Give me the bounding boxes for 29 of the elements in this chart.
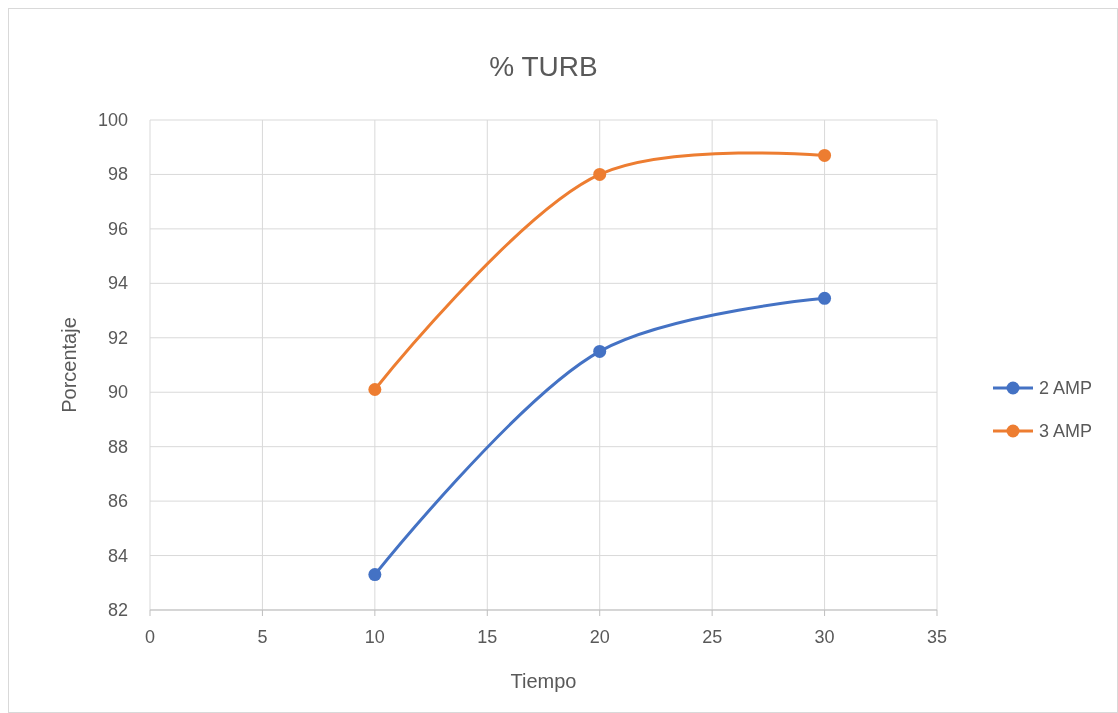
x-tick-label: 25	[702, 627, 723, 647]
y-tick-label: 82	[107, 600, 128, 620]
y-tick-label: 94	[107, 273, 128, 294]
y-tick-label: 98	[107, 164, 128, 185]
point	[818, 148, 832, 162]
point	[593, 344, 607, 358]
x-tick-label: 0	[144, 627, 156, 647]
y-tick-label: 92	[107, 327, 128, 348]
y-tick-label: 90	[107, 382, 128, 403]
y-tick-label: 96	[107, 218, 128, 239]
x-tick-label: 5	[257, 627, 268, 647]
y-tick-label: 88	[107, 436, 128, 457]
chart-title: % TURB	[489, 51, 598, 82]
y-tick-label: 86	[107, 491, 128, 512]
y-axis-title: Porcentaje	[58, 317, 80, 413]
point	[818, 291, 832, 305]
x-tick-label: 35	[926, 627, 948, 647]
point	[368, 383, 382, 396]
x-axis-title: Tiempo	[510, 670, 577, 692]
legend-label: 2 AMP	[1039, 378, 1093, 398]
point	[593, 167, 607, 181]
x-tick-label: 20	[589, 627, 610, 647]
y-tick-label: 84	[107, 545, 128, 566]
legend-label: 3 AMP	[1039, 421, 1093, 441]
point	[368, 568, 382, 582]
x-tick-label: 15	[477, 627, 498, 647]
x-tick-label: 10	[364, 627, 385, 647]
x-tick-label: 30	[814, 627, 835, 647]
y-tick-label: 100	[97, 110, 128, 130]
